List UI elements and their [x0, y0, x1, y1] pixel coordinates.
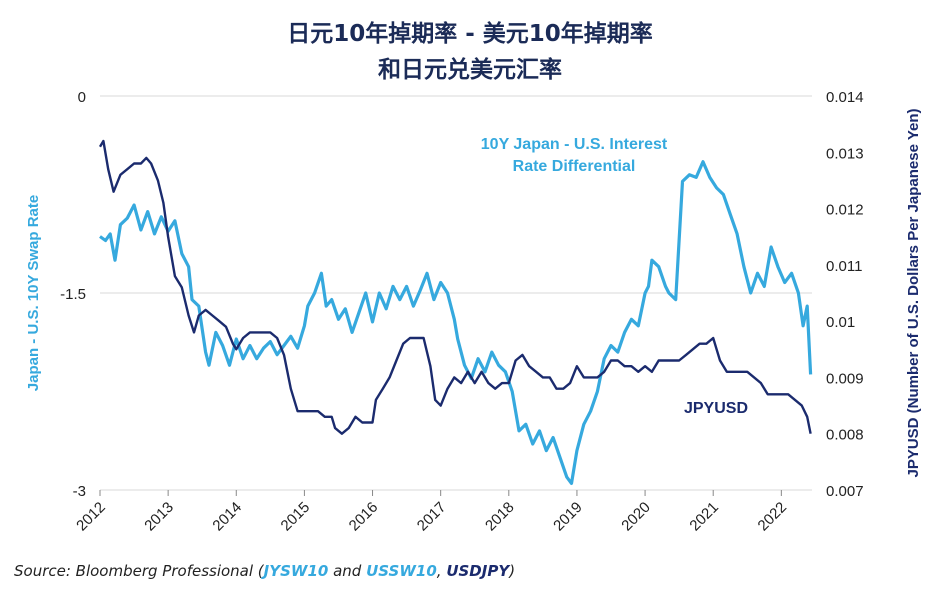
chart-title-line-2: 和日元兑美元汇率 [378, 57, 562, 83]
y-right-tick-label-0: 0.014 [826, 89, 864, 106]
source-prefix: Source: Bloomberg Professional ( [14, 562, 264, 580]
y-left-tick-label-1: -1.5 [60, 286, 86, 303]
source-us-code: USSW10 [366, 562, 437, 580]
series-label-jpyusd: JPYUSD [684, 400, 748, 417]
series-line-differential [99, 160, 813, 485]
y-left-axis-title: Japan - U.S. 10Y Swap Rate [25, 195, 42, 391]
y-right-tick-label-3: 0.011 [826, 258, 862, 275]
y-left-tick-label-0: 0 [78, 89, 86, 106]
source-suffix: ) [509, 562, 516, 580]
x-tick-label-2013: 2013 [141, 499, 177, 535]
y-right-tick-label-7: 0.007 [826, 483, 864, 500]
y-right-tick-label-2: 0.012 [826, 202, 864, 219]
y-right-tick-label-6: 0.008 [826, 427, 864, 444]
source-comma: , [436, 562, 447, 580]
x-tick-label-2020: 2020 [618, 499, 654, 535]
x-tick-label-2019: 2019 [550, 499, 586, 535]
x-tick-label-2012: 2012 [73, 499, 109, 535]
source-and: and [328, 562, 367, 580]
y-right-tick-label-1: 0.013 [826, 145, 864, 162]
chart-svg: 2012 2013 2014 2015 2016 2017 2018 2019 2020 2021… [25, 89, 922, 535]
y-right-tick-label-4: 0.01 [826, 314, 855, 331]
source-note: Source: Bloomberg Professional (JYSW10 a… [14, 562, 515, 580]
x-tick-label-2017: 2017 [414, 499, 450, 535]
x-tick-label-2018: 2018 [482, 499, 518, 535]
source-fx-code: USDJPY [446, 562, 510, 580]
series-label-differential-0: 10Y Japan - U.S. Interest [481, 136, 668, 153]
y-right-tick-label-5: 0.009 [826, 370, 864, 387]
y-right-axis-title: JPYUSD (Number of U.S. Dollars Per Japan… [905, 108, 922, 477]
x-tick-label-2021: 2021 [686, 499, 722, 535]
source-jp-code: JYSW10 [263, 562, 329, 580]
x-tick-label-2014: 2014 [209, 499, 245, 535]
series-label-differential-1: Rate Differential [513, 158, 636, 175]
x-tick-label-2022: 2022 [755, 499, 791, 535]
chart-title-line-1: 日元10年掉期率 - 美元10年掉期率 [287, 21, 653, 47]
series-line-jpyusd [98, 139, 812, 435]
x-tick-label-2015: 2015 [278, 499, 314, 535]
x-tick-label-2016: 2016 [346, 499, 382, 535]
y-left-tick-label-2: -3 [73, 483, 86, 500]
